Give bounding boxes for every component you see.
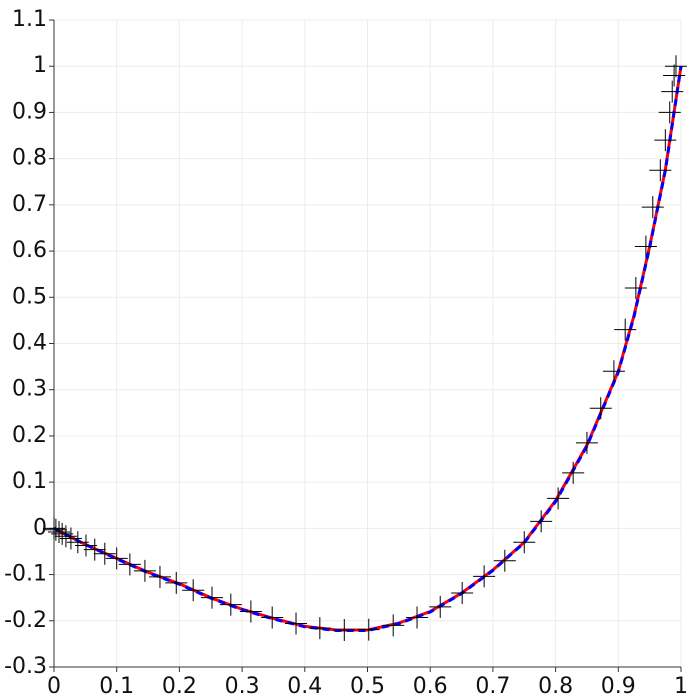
x-tick-label: 0.9 xyxy=(601,674,636,699)
plus-marker xyxy=(451,582,474,605)
y-tick-label: 0.2 xyxy=(12,423,47,448)
y-tick-label: 0.1 xyxy=(12,469,47,494)
plus-marker xyxy=(54,525,77,548)
y-tick-label: 1 xyxy=(33,53,47,78)
plus-marker xyxy=(308,617,331,640)
plus-marker xyxy=(44,518,67,541)
plus-marker xyxy=(654,129,677,152)
y-tick-label: 0.8 xyxy=(12,146,47,171)
series-line xyxy=(53,65,683,632)
x-tick-label: 0.5 xyxy=(350,674,385,699)
x-tick-label: 1 xyxy=(674,674,688,699)
plus-marker xyxy=(473,565,496,588)
plus-marker xyxy=(219,593,242,616)
plus-marker xyxy=(614,318,637,341)
plus-marker xyxy=(48,521,71,544)
y-tick-label: 0.6 xyxy=(12,238,47,263)
x-tick-label: 0 xyxy=(47,674,61,699)
plus-marker xyxy=(513,531,536,554)
plus-marker xyxy=(51,522,74,545)
x-tick-label: 0.3 xyxy=(225,674,260,699)
plus-marker xyxy=(182,579,205,602)
plus-marker xyxy=(562,461,585,484)
x-tick-label: 0.7 xyxy=(475,674,510,699)
plus-marker xyxy=(165,571,188,594)
plus-marker xyxy=(239,600,262,623)
plus-marker xyxy=(602,360,625,383)
plus-marker xyxy=(530,510,553,533)
x-tick-label: 0.8 xyxy=(538,674,573,699)
y-tick-label: -0.1 xyxy=(4,562,47,587)
y-tick-label: 0.3 xyxy=(12,377,47,402)
plus-marker xyxy=(118,553,141,576)
y-tick-label: 0.7 xyxy=(12,192,47,217)
plus-marker xyxy=(624,277,647,300)
plus-marker xyxy=(333,619,356,642)
plus-marker xyxy=(575,431,598,454)
plus-marker xyxy=(261,606,284,629)
plus-marker xyxy=(83,538,106,561)
plus-marker xyxy=(201,586,224,609)
x-tick-label: 0.2 xyxy=(162,674,197,699)
plus-marker xyxy=(59,527,82,550)
plus-marker xyxy=(589,397,612,420)
plus-marker xyxy=(634,235,657,258)
y-tick-label: -0.3 xyxy=(4,654,47,679)
plus-marker xyxy=(133,559,156,582)
plus-marker xyxy=(661,80,684,103)
plus-marker xyxy=(663,64,686,87)
y-tick-label: 0.4 xyxy=(12,331,47,356)
plus-marker xyxy=(148,565,171,588)
plus-marker xyxy=(493,549,516,572)
plus-marker xyxy=(547,487,570,510)
plus-marker xyxy=(66,531,89,554)
x-tick-label: 0.6 xyxy=(413,674,448,699)
y-tick-label: 1.1 xyxy=(12,7,47,32)
y-tick-label: 0 xyxy=(33,515,47,540)
plus-marker xyxy=(105,547,128,570)
plus-marker xyxy=(406,606,429,629)
plus-marker xyxy=(641,196,664,219)
plus-marker xyxy=(43,517,65,540)
y-tick-label: -0.2 xyxy=(4,608,47,633)
plus-marker xyxy=(658,101,681,124)
plus-marker xyxy=(382,614,405,637)
plus-marker xyxy=(285,612,308,635)
plus-marker xyxy=(649,159,672,182)
plus-marker xyxy=(93,542,116,565)
plus-marker xyxy=(74,534,97,557)
plus-marker xyxy=(357,618,380,641)
x-tick-label: 0.4 xyxy=(287,674,322,699)
x-tick-label: 0.1 xyxy=(99,674,134,699)
plus-marker xyxy=(664,55,687,78)
plus-marker xyxy=(429,595,452,618)
y-tick-label: 0.9 xyxy=(12,99,47,124)
y-tick-label: 0.5 xyxy=(12,284,47,309)
